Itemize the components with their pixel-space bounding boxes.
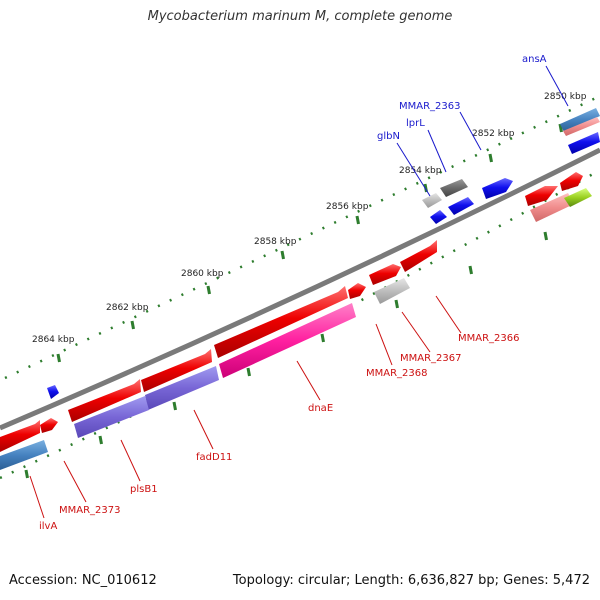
axis-label: 2856 kbp xyxy=(326,202,369,212)
gene-label-leader xyxy=(396,142,431,197)
axis-tick xyxy=(24,469,29,479)
gene-label-leader xyxy=(296,360,321,401)
genome-backbone xyxy=(0,147,600,431)
gene-MMAR_2368 xyxy=(348,283,366,299)
axis-tick xyxy=(355,215,360,225)
gene-label-leader xyxy=(193,409,214,450)
gene-features xyxy=(0,108,600,470)
gene-label-MMAR_2373[interactable]: MMAR_2373 xyxy=(59,505,121,516)
gene-feature xyxy=(448,197,474,215)
axis-labels: 2850 kbp 2852 kbp 2854 kbp 2856 kbp 2858 kbp… xyxy=(32,92,587,345)
gene-feature xyxy=(564,188,592,207)
gene-MMAR_2366 xyxy=(400,240,437,272)
gene-label-lprL[interactable]: lprL xyxy=(406,118,425,129)
gene-label-MMAR_2368[interactable]: MMAR_2368 xyxy=(366,368,428,379)
gene-label-leader xyxy=(401,311,431,353)
gene-label-MMAR_2363[interactable]: MMAR_2363 xyxy=(399,101,461,112)
axis-label: 2864 kbp xyxy=(32,335,75,345)
gene-label-MMAR_2367[interactable]: MMAR_2367 xyxy=(400,353,462,364)
axis-label: 2850 kbp xyxy=(544,92,587,102)
gene-dnaE xyxy=(214,286,348,358)
axis-tick xyxy=(394,299,399,309)
gene-MMAR_2363 xyxy=(482,178,513,199)
gene-MMAR_2367-grey xyxy=(374,278,410,304)
gene-ilvA-steel xyxy=(0,440,48,470)
gene-label-fadD11[interactable]: fadD11 xyxy=(196,452,232,463)
gene-label-leader xyxy=(545,65,569,107)
gene-label-plsB1[interactable]: plsB1 xyxy=(130,484,158,495)
gene-fadD11 xyxy=(141,349,212,392)
gene-MMAR_2367 xyxy=(369,264,401,285)
gene-label-leader xyxy=(427,129,447,173)
axis-label: 2862 kbp xyxy=(106,303,149,313)
axis-tick xyxy=(130,320,135,330)
gene-feature xyxy=(530,193,574,222)
gene-label-MMAR_2366[interactable]: MMAR_2366 xyxy=(458,333,520,344)
gene-label-dnaE[interactable]: dnaE xyxy=(308,403,333,414)
gene-label-leaders xyxy=(29,65,569,519)
axis-tick xyxy=(206,285,211,295)
gene-label-ilvA[interactable]: ilvA xyxy=(39,521,57,532)
axis-tick xyxy=(280,250,285,260)
axis-tick xyxy=(246,367,251,377)
axis-label: 2852 kbp xyxy=(472,129,515,139)
gene-feature xyxy=(560,172,583,191)
gene-feature xyxy=(568,132,600,154)
axis-tick xyxy=(543,231,548,241)
axis-label: 2860 kbp xyxy=(181,269,224,279)
axis-tick xyxy=(488,153,493,163)
gene-dnaE-pink xyxy=(219,303,356,378)
axis-tick xyxy=(172,401,177,411)
gene-label-glbN[interactable]: glbN xyxy=(377,131,400,142)
outer-tick-ring xyxy=(4,94,600,380)
axis-tick xyxy=(558,123,563,133)
gene-feature xyxy=(525,186,558,206)
gene-fadD11-purple xyxy=(145,366,219,410)
gene-label-leader xyxy=(435,295,462,334)
axis-tick xyxy=(56,353,61,363)
gene-ilvA xyxy=(0,420,40,452)
gene-label-leader xyxy=(459,111,482,151)
gene-glbN-grey xyxy=(422,193,442,208)
gene-label-ansA[interactable]: ansA xyxy=(522,54,547,65)
gene-plsB1-purple xyxy=(74,396,149,438)
gene-lprL xyxy=(440,179,468,197)
gene-glbN xyxy=(430,210,447,224)
gene-ansA-lower xyxy=(563,117,600,136)
axis-label: 2854 kbp xyxy=(399,166,442,176)
gene-marker xyxy=(47,385,59,399)
axis-label: 2858 kbp xyxy=(254,237,297,247)
axis-tick xyxy=(98,435,103,445)
gene-MMAR_2373 xyxy=(40,418,58,433)
axis-tick xyxy=(468,265,473,275)
genome-summary: Topology: circular; Length: 6,636,827 bp… xyxy=(232,573,590,588)
axis-ticks xyxy=(24,123,563,479)
axis-tick xyxy=(320,333,325,343)
gene-label-leader xyxy=(29,475,45,519)
map-title: Mycobacterium marinum M, complete genome xyxy=(147,9,453,24)
gene-plsB1 xyxy=(68,379,141,422)
gene-label-leader xyxy=(63,460,87,503)
gene-label-leader xyxy=(375,323,393,366)
gene-ansA-upper xyxy=(560,108,600,132)
gene-labels: ansA MMAR_2363 lprL glbN MMAR_2366 MMAR_2367 M… xyxy=(39,54,547,532)
accession-label: Accession: NC_010612 xyxy=(9,573,157,588)
gene-label-leader xyxy=(120,439,141,482)
